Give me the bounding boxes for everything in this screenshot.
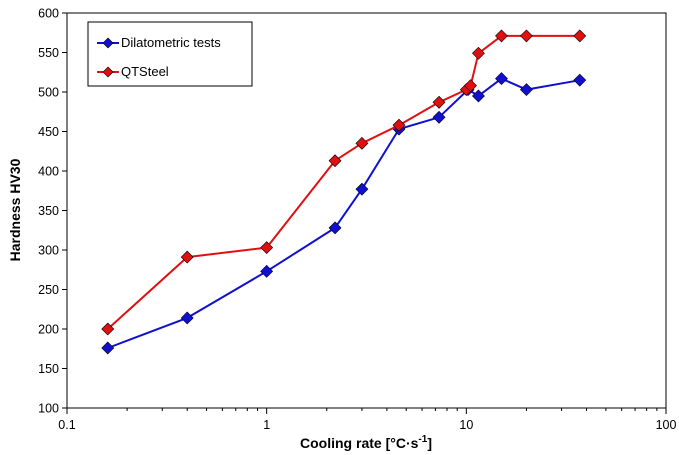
data-point-series-1 (180, 250, 194, 264)
y-tick-label: 500 (38, 86, 59, 100)
data-point-series-0 (180, 311, 194, 325)
y-tick-label: 200 (38, 323, 59, 337)
data-point-series-1 (432, 95, 446, 109)
y-tick-label: 350 (38, 204, 59, 218)
y-tick-label: 150 (38, 362, 59, 376)
y-tick-label: 600 (38, 7, 59, 21)
y-tick-label: 550 (38, 46, 59, 60)
y-tick-label: 450 (38, 125, 59, 139)
x-tick-label: 10 (459, 418, 473, 432)
data-point-series-0 (472, 89, 485, 103)
y-tick-label: 400 (38, 165, 59, 179)
legend-marker-dilatometric (102, 37, 114, 49)
y-axis: 100 150 200 250 300 350 400 450 500 550 600 (38, 7, 67, 416)
data-point-series-1 (464, 79, 477, 93)
data-point-series-1 (260, 241, 274, 255)
x-tick-label: 100 (656, 418, 677, 432)
legend-label-qtsteel: QTSteel (121, 64, 169, 79)
data-point-series-1 (355, 136, 369, 150)
y-axis-title: Hardness HV30 (7, 158, 23, 261)
data-point-series-1 (573, 29, 587, 43)
x-tick-label: 1 (263, 418, 270, 432)
data-point-series-1 (495, 29, 508, 43)
data-point-series-0 (495, 72, 508, 85)
data-point-series-0 (260, 264, 274, 278)
series-layer (101, 29, 587, 355)
data-point-series-1 (520, 29, 533, 43)
x-axis: 0.1 1 10 100 (58, 408, 676, 432)
legend-marker-qtsteel (102, 66, 114, 78)
y-tick-label: 100 (38, 402, 59, 416)
x-tick-label: 0.1 (58, 418, 75, 432)
x-axis-title-suffix: ] (427, 435, 432, 451)
data-point-series-1 (328, 154, 342, 168)
x-axis-title: Cooling rate [°C·s-1] (300, 434, 432, 451)
data-point-series-1 (392, 118, 406, 132)
data-point-series-0 (520, 83, 533, 97)
x-axis-title-text: Cooling rate [°C·s (300, 435, 419, 451)
data-point-series-0 (328, 221, 342, 235)
x-axis-title-superscript: -1 (418, 434, 427, 445)
data-point-series-0 (101, 341, 115, 355)
data-point-series-1 (472, 46, 485, 60)
data-point-series-1 (101, 322, 115, 336)
data-point-series-0 (432, 110, 446, 124)
legend-label-dilatometric: Dilatometric tests (121, 35, 221, 50)
y-tick-label: 300 (38, 244, 59, 258)
data-point-series-0 (573, 73, 587, 87)
data-point-series-0 (355, 182, 369, 196)
legend: Dilatometric tests QTSteel (87, 21, 253, 87)
legend-box (87, 21, 253, 87)
y-tick-label: 250 (38, 283, 59, 297)
